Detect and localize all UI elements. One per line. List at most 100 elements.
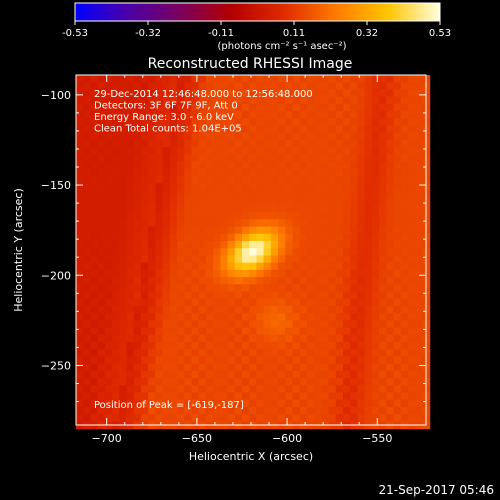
heatmap-cell <box>256 392 265 401</box>
heatmap-cell <box>241 197 250 206</box>
heatmap-cell <box>133 248 142 257</box>
heatmap-cell <box>220 320 229 329</box>
heatmap-cell <box>285 385 294 394</box>
heatmap-cell <box>285 284 294 293</box>
heatmap-cell <box>364 327 373 336</box>
heatmap-cell <box>241 392 250 401</box>
heatmap-cell <box>191 240 200 249</box>
heatmap-cell <box>90 154 99 163</box>
heatmap-cell <box>198 298 207 307</box>
heatmap-cell <box>213 75 221 83</box>
heatmap-cell <box>198 176 207 184</box>
heatmap-cell <box>292 168 301 177</box>
heatmap-cell <box>249 320 258 329</box>
heatmap-cell <box>321 313 330 321</box>
heatmap-cell <box>162 298 171 307</box>
heatmap-cell <box>162 313 171 321</box>
heatmap-cell <box>112 298 120 307</box>
heatmap-cell <box>314 291 322 300</box>
heatmap-cell <box>350 75 359 83</box>
heatmap-cell <box>285 240 294 249</box>
heatmap-cell <box>104 219 113 228</box>
heatmap-cell <box>407 147 416 155</box>
heatmap-cell <box>415 363 423 372</box>
heatmap-cell <box>400 96 409 105</box>
heatmap-cell <box>155 262 164 271</box>
heatmap-cell <box>407 132 416 141</box>
heatmap-cell <box>227 103 236 112</box>
heatmap-cell <box>256 406 265 415</box>
heatmap-cell <box>379 82 387 91</box>
heatmap-cell <box>335 96 344 105</box>
heatmap-cell <box>314 269 322 278</box>
heatmap-cell <box>263 147 272 155</box>
heatmap-cell <box>299 320 308 329</box>
heatmap-cell <box>155 161 164 170</box>
heatmap-cell <box>386 378 395 386</box>
heatmap-cell <box>263 370 272 379</box>
heatmap-cell <box>198 82 207 91</box>
heatmap-cell <box>140 414 149 422</box>
heatmap-cell <box>213 197 221 206</box>
heatmap-cell <box>292 118 301 127</box>
heatmap-cell <box>306 414 315 422</box>
heatmap-cell <box>213 320 221 329</box>
heatmap-cell <box>213 248 221 257</box>
heatmap-cell <box>270 226 279 235</box>
heatmap-cell <box>393 183 402 192</box>
heatmap-cell <box>241 125 250 134</box>
heatmap-cell <box>155 305 164 314</box>
annotation-line: 29-Dec-2014 12:46:48.000 to 12:56:48.000 <box>94 89 313 100</box>
heatmap-cell <box>415 414 423 422</box>
heatmap-cell <box>76 204 84 213</box>
heatmap-cell <box>263 385 272 394</box>
heatmap-cell <box>191 197 200 206</box>
heatmap-cell <box>205 284 214 293</box>
heatmap-cell <box>220 269 229 278</box>
heatmap-cell <box>400 284 409 293</box>
heatmap-cell <box>97 277 106 285</box>
heatmap-cell <box>249 385 258 394</box>
heatmap-cell <box>112 342 120 350</box>
heatmap-cell <box>292 190 301 199</box>
heatmap-cell <box>177 111 185 119</box>
heatmap-cell <box>162 269 171 278</box>
heatmap-cell <box>328 378 337 386</box>
heatmap-cell <box>379 168 387 177</box>
heatmap-cell <box>379 269 387 278</box>
heatmap-cell <box>393 176 402 184</box>
heatmap-cell <box>314 327 322 336</box>
heatmap-cell <box>371 399 380 408</box>
heatmap-cell <box>263 334 272 343</box>
heatmap-cell <box>270 370 279 379</box>
heatmap-cell <box>177 154 185 163</box>
heatmap-cell <box>97 363 106 372</box>
heatmap-cell <box>104 385 113 394</box>
heatmap-cell <box>285 298 294 307</box>
heatmap-cell <box>198 284 207 293</box>
heatmap-cell <box>119 103 128 112</box>
heatmap-cell <box>169 313 178 321</box>
heatmap-cell <box>76 298 84 307</box>
heatmap-cell <box>350 103 359 112</box>
heatmap-cell <box>321 147 330 155</box>
heatmap-cell <box>299 233 308 242</box>
heatmap-cell <box>400 349 409 358</box>
heatmap-cell <box>169 356 178 365</box>
heatmap-cell <box>299 240 308 249</box>
heatmap-cell <box>83 277 92 285</box>
heatmap-cell <box>285 291 294 300</box>
heatmap-cell <box>198 75 207 83</box>
heatmap-cell <box>278 248 286 257</box>
heatmap-cell <box>162 240 171 249</box>
heatmap-cell <box>155 176 164 184</box>
heatmap-cell <box>112 248 120 257</box>
heatmap-cell <box>379 291 387 300</box>
heatmap-cell <box>119 161 128 170</box>
heatmap-cell <box>306 190 315 199</box>
heatmap-cell <box>169 139 178 148</box>
heatmap-cell <box>119 233 128 242</box>
heatmap-cell <box>162 414 171 422</box>
heatmap-cell <box>306 183 315 192</box>
heatmap-cell <box>314 414 322 422</box>
